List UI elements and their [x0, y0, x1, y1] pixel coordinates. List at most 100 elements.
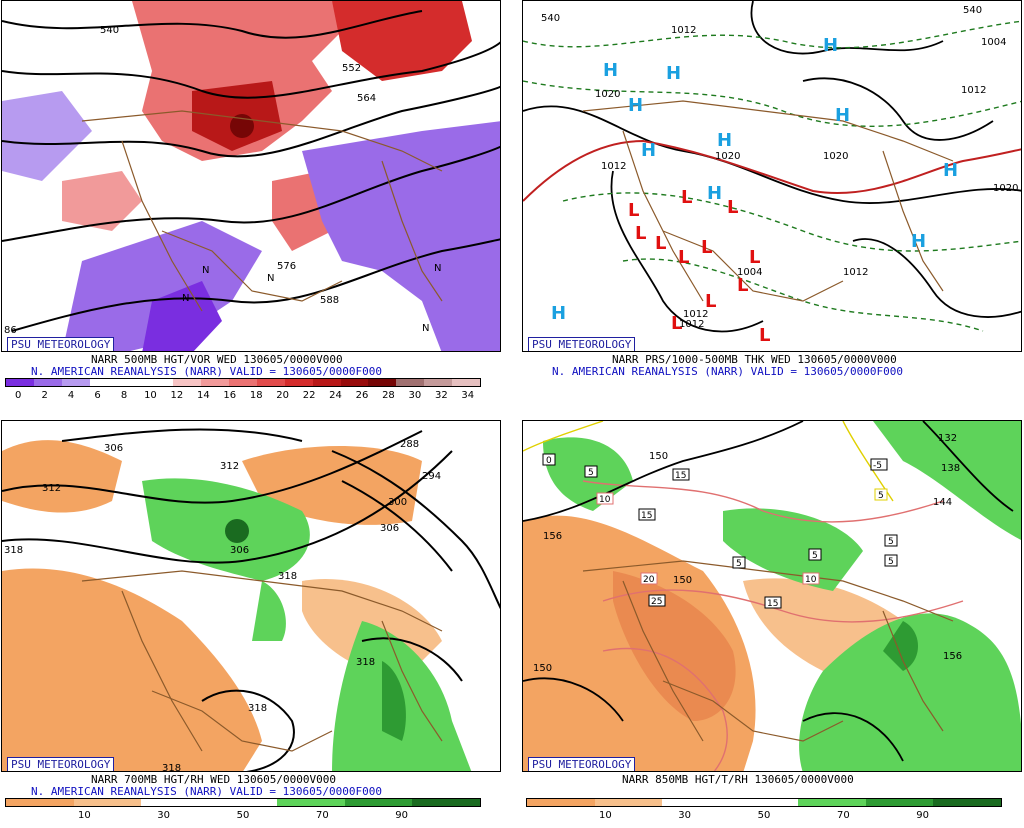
high-pressure-symbol: H [603, 60, 618, 81]
colorbar-tick-label: 20 [276, 390, 290, 401]
map-700mb-rh: 306 312 288 294 300 306 312 318 306 318 … [1, 420, 501, 772]
height-contour-564 [2, 85, 500, 158]
colorbar-segment [89, 379, 118, 386]
high-pressure-symbol: H [551, 303, 566, 324]
vort-max [230, 114, 254, 138]
contour-label: 288 [400, 439, 419, 450]
contour-label: N [422, 323, 429, 334]
contour-label: 150 [649, 451, 668, 462]
svg-text:5: 5 [888, 537, 894, 547]
panel-850mb: 150 156 150 156 132 138 144 150 0 5 10 1… [522, 420, 1022, 828]
moist-area-canada [723, 508, 863, 591]
svg-text:5: 5 [588, 468, 594, 478]
colorbar-tick-label: 0 [15, 390, 22, 401]
map-title: NARR 850MB HGT/T/RH 130605/0000V000 [622, 773, 854, 786]
height-contour [341, 480, 453, 572]
moist-core [883, 621, 918, 671]
contour-label: N [267, 273, 274, 284]
isobar [852, 238, 1021, 318]
moist-core-east [382, 661, 406, 741]
height-contour [523, 677, 624, 722]
temp-box: 15 [638, 508, 656, 521]
colorbar-segment [256, 379, 285, 386]
contour-label: 1004 [981, 37, 1006, 48]
temp-box: 5 [584, 465, 598, 478]
contour-label: 564 [357, 93, 376, 104]
svg-text:5: 5 [878, 491, 884, 501]
temp-box: 25 [648, 594, 666, 607]
vort-area-red [132, 1, 342, 161]
vort-area-pink [62, 171, 142, 231]
height-contour-540 [2, 10, 423, 39]
border-us-mexico [662, 230, 844, 302]
temp-box: 5 [732, 556, 746, 569]
map-850mb-graphic: 150 156 150 156 132 138 144 150 0 5 10 1… [523, 421, 1021, 771]
colorbar-segment [6, 379, 34, 386]
low-pressure-symbol: L [681, 187, 692, 208]
temp-box: 20 [640, 572, 658, 585]
contour-label: 1020 [715, 151, 740, 162]
colorbar-tick-label: 8 [120, 390, 128, 401]
colorbar-ticks: 10 30 50 70 90 [522, 810, 1022, 824]
colorbar-segment [452, 379, 480, 386]
colorbar [526, 798, 1002, 807]
colorbar-tick-label: 10 [144, 390, 157, 401]
colorbar-tick-label: 30 [408, 390, 422, 401]
contour-label: 318 [278, 571, 297, 582]
high-pressure-symbol: H [707, 183, 722, 204]
map-700mb-graphic: 306 312 288 294 300 306 312 318 306 318 … [2, 428, 500, 771]
colorbar-segment [6, 799, 74, 806]
temp-box: 5 [884, 554, 898, 567]
svg-text:0: 0 [546, 456, 552, 466]
border-canada-us [81, 110, 443, 172]
contour-label: 312 [42, 483, 61, 494]
contour-label: 576 [277, 261, 296, 272]
colorbar-segment [865, 799, 934, 806]
contour-label: N [202, 265, 209, 276]
height-contour [2, 430, 423, 504]
height-contour [922, 421, 1014, 512]
svg-text:5: 5 [736, 559, 742, 569]
contour-label: 306 [380, 523, 399, 534]
high-pressure-symbol: H [823, 35, 838, 56]
height-contour [523, 421, 804, 522]
colorbar-tick-label: 70 [836, 810, 850, 821]
colorbar-tick-label: 10 [77, 810, 91, 821]
contour-label: 1004 [737, 267, 762, 278]
colorbar-segment [145, 379, 174, 386]
height-contour [61, 428, 303, 442]
thickness-contour [622, 258, 984, 332]
moist-area-east [799, 613, 1021, 771]
temp-box: 15 [672, 468, 690, 481]
contour-label: 306 [104, 443, 123, 454]
contour-label: 1012 [679, 319, 704, 330]
map-subtitle: N. AMERICAN REANALYSIS (NARR) VALID = 13… [31, 785, 382, 798]
contour-label: 552 [342, 63, 361, 74]
map-title: NARR 700MB HGT/RH WED 130605/0000V000 [91, 773, 337, 786]
contour-label: 294 [422, 471, 441, 482]
colorbar-tick-label: 32 [434, 390, 448, 401]
colorbar-segment [424, 379, 452, 386]
colorbar-segment [73, 799, 142, 806]
negvort-area-south [62, 221, 262, 351]
colorbar-tick-label: 18 [249, 390, 263, 401]
high-pressure-symbol: H [641, 140, 656, 161]
contour-label: 1012 [683, 309, 708, 320]
border-us-mexico [151, 690, 333, 752]
high-pressure-symbol: H [943, 160, 958, 181]
coastline-west [622, 580, 704, 742]
dry-area [2, 440, 122, 513]
very-dry-area [613, 571, 736, 721]
coastline-west [121, 590, 203, 752]
low-pressure-symbol: L [727, 197, 738, 218]
temp-box: 5 [808, 548, 822, 561]
panel-surface-pressure: H H H H H H H H H H H L L L L L L L L [522, 0, 1022, 408]
psu-logo: PSU METEOROLOGY [528, 757, 636, 771]
temperature-contour [602, 589, 964, 623]
svg-text:10: 10 [599, 495, 611, 505]
colorbar-tick-label: 26 [355, 390, 369, 401]
colorbar-segment [209, 799, 277, 806]
colorbar-ticks: 10 30 50 70 90 [1, 810, 501, 824]
colorbar-tick-label: 30 [678, 810, 692, 821]
colorbar-segment [33, 379, 62, 386]
